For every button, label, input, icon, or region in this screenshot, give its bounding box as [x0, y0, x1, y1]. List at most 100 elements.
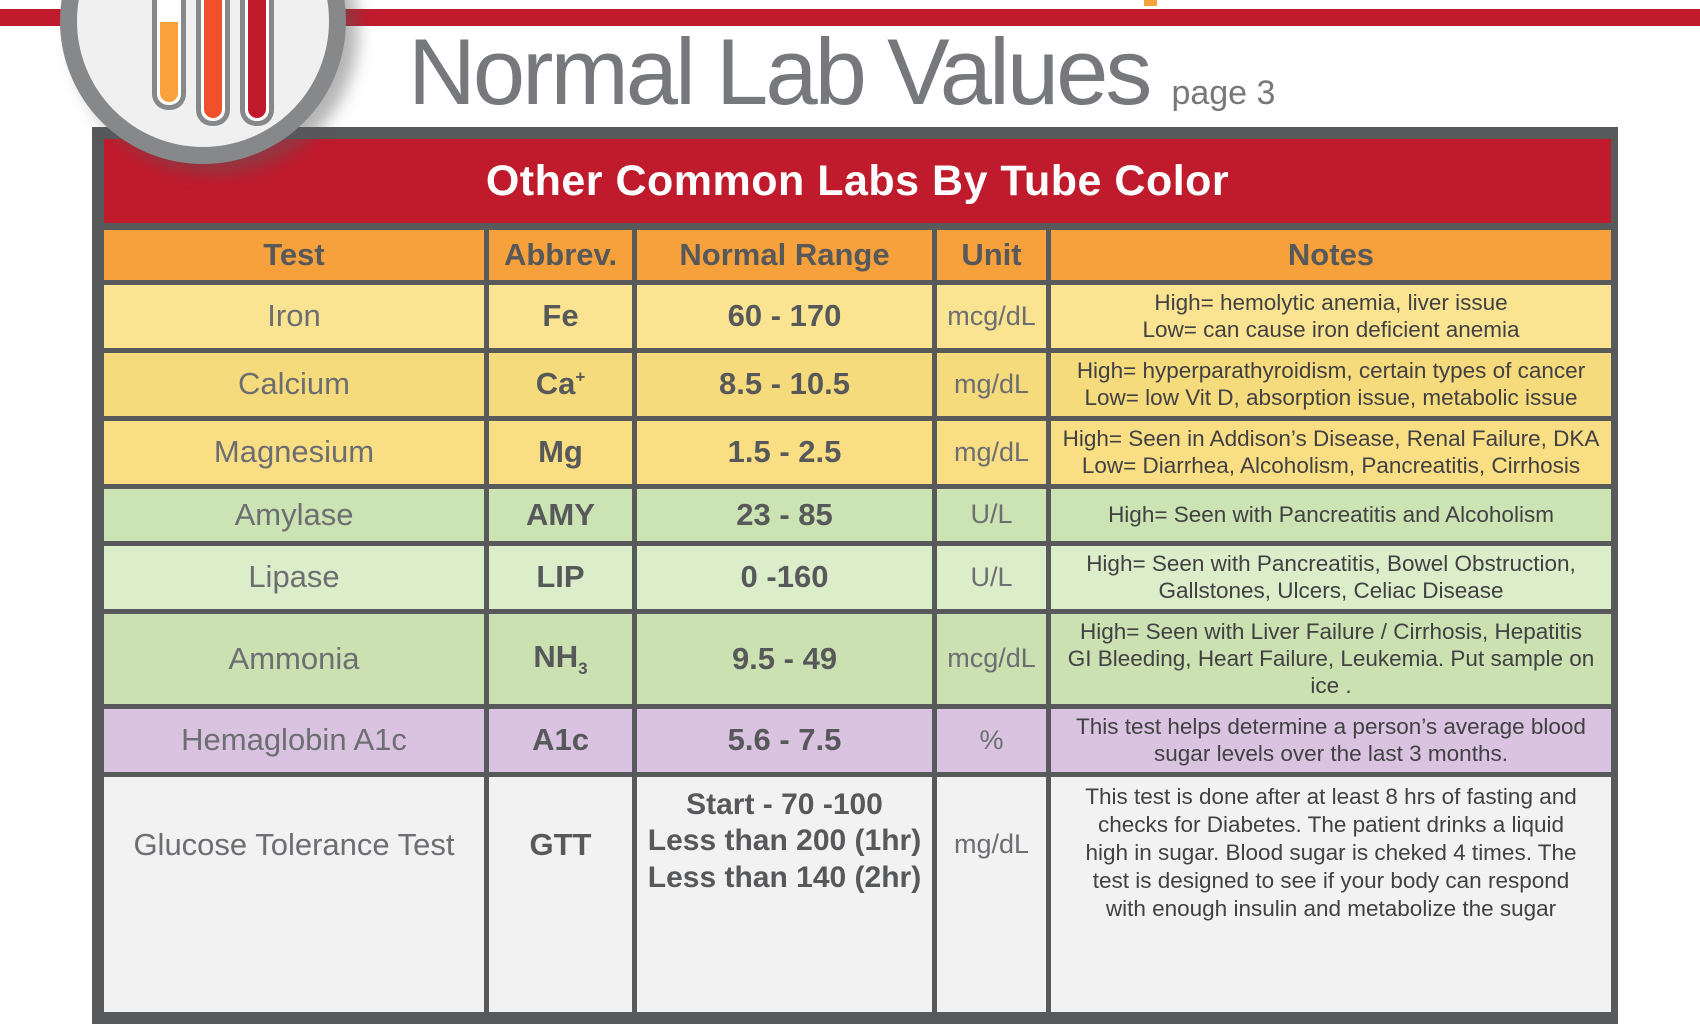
- table-row-ammonia: Ammonia NH3 9.5 - 49 mcg/dL High= Seen w…: [99, 608, 1616, 709]
- test-cell: Magnesium: [99, 415, 489, 489]
- abbrev-text: LIP: [536, 559, 585, 595]
- abbrev-cell: Mg: [484, 415, 637, 489]
- note-line: High= Seen with Liver Failure / Cirrhosi…: [1079, 618, 1583, 644]
- range-line: 5.6 - 7.5: [727, 722, 842, 758]
- unit-cell: mg/dL: [932, 347, 1051, 421]
- note-line: checks for Diabetes. The patient drinks …: [1097, 811, 1565, 837]
- range-line: Less than 200 (1hr): [647, 824, 922, 858]
- note-line: High= hyperparathyroidism, certain types…: [1076, 357, 1586, 383]
- abbrev-cell: Fe: [484, 280, 637, 353]
- notes-cell: High= Seen with Pancreatitis, Bowel Obst…: [1046, 540, 1616, 614]
- column-header-abbrev: Abbrev.: [484, 224, 637, 285]
- abbrev-text: Mg: [538, 434, 583, 470]
- notes-cell: This test is done after at least 8 hrs o…: [1046, 771, 1616, 1017]
- test-cell: Iron: [99, 280, 489, 353]
- top-red-bar: [0, 9, 1700, 26]
- test-tube-orange-red-fill: [204, 0, 222, 118]
- test-cell: Glucose Tolerance Test: [99, 771, 489, 1017]
- abbrev-superscript: +: [575, 367, 586, 387]
- unit-cell: mg/dL: [932, 415, 1051, 489]
- note-line: This test helps determine a person’s ave…: [1076, 713, 1586, 739]
- test-tube-orange-icon: [152, 0, 186, 110]
- range-line: 9.5 - 49: [731, 640, 838, 676]
- range-cell: 5.6 - 7.5: [632, 703, 937, 777]
- range-cell: 9.5 - 49: [632, 608, 937, 709]
- column-header-unit: Unit: [932, 224, 1051, 285]
- note-line: Low= Diarrhea, Alcoholism, Pancreatitis,…: [1081, 453, 1581, 479]
- unit-cell: mcg/dL: [932, 608, 1051, 709]
- table-row-glucose-tolerance-test: Glucose Tolerance Test GTT Start - 70 -1…: [99, 771, 1616, 1017]
- note-line: High= hemolytic anemia, liver issue: [1154, 290, 1508, 315]
- test-tube-red-fill: [248, 0, 266, 118]
- table-banner-row: Other Common Labs By Tube Color: [99, 134, 1616, 230]
- abbrev-cell: A1c: [484, 703, 637, 777]
- note-line: High= Seen in Addison’s Disease, Renal F…: [1062, 425, 1600, 451]
- abbrev-text: GTT: [529, 826, 592, 862]
- table-row-lipase: Lipase LIP 0 -160 U/L High= Seen with Pa…: [99, 540, 1616, 614]
- table-header-row: Test Abbrev. Normal Range Unit Notes: [99, 224, 1616, 285]
- range-line: 0 -160: [740, 559, 829, 595]
- test-cell: Amylase: [99, 483, 489, 546]
- test-cell: Hemaglobin A1c: [99, 703, 489, 777]
- clipped-orange-mark: [1144, 0, 1157, 6]
- test-cell: Lipase: [99, 540, 489, 614]
- table-row-magnesium: Magnesium Mg 1.5 - 2.5 mg/dL High= Seen …: [99, 415, 1616, 489]
- range-cell: 23 - 85: [632, 483, 937, 546]
- unit-cell: mcg/dL: [932, 280, 1051, 353]
- test-tube-red-icon: [240, 0, 274, 126]
- range-line: Start - 70 -100: [686, 787, 883, 821]
- column-header-notes: Notes: [1046, 224, 1616, 285]
- range-cell: 60 - 170: [632, 280, 937, 353]
- range-line: 23 - 85: [736, 496, 833, 532]
- notes-cell: High= Seen with Pancreatitis and Alcohol…: [1046, 483, 1616, 546]
- notes-cell: This test helps determine a person’s ave…: [1046, 703, 1616, 777]
- abbrev-text: NH: [533, 638, 579, 674]
- table-row-iron: Iron Fe 60 - 170 mcg/dL High= hemolytic …: [99, 280, 1616, 353]
- range-cell: Start - 70 -100 Less than 200 (1hr) Less…: [632, 771, 937, 1017]
- note-line: High= Seen with Pancreatitis, Bowel Obst…: [1086, 550, 1576, 576]
- page-number: page 3: [1171, 74, 1276, 112]
- test-cell: Calcium: [99, 347, 489, 421]
- note-line: Low= can cause iron deficient anemia: [1142, 317, 1520, 343]
- note-line: GI Bleeding, Heart Failure, Leukemia. Pu…: [1067, 645, 1595, 699]
- range-line: 1.5 - 2.5: [727, 434, 842, 470]
- abbrev-cell: Ca+: [484, 347, 637, 421]
- abbrev-cell: GTT: [484, 771, 637, 1017]
- test-cell: Ammonia: [99, 608, 489, 709]
- notes-cell: High= Seen in Addison’s Disease, Renal F…: [1046, 415, 1616, 489]
- note-line: High= Seen with Pancreatitis and Alcohol…: [1108, 501, 1554, 527]
- abbrev-cell: LIP: [484, 540, 637, 614]
- table-row-hemaglobin-a1c: Hemaglobin A1c A1c 5.6 - 7.5 % This test…: [99, 703, 1616, 777]
- notes-cell: High= hyperparathyroidism, certain types…: [1046, 347, 1616, 421]
- page-title: Normal Lab Values: [408, 19, 1152, 124]
- range-line: 60 - 170: [727, 298, 842, 334]
- note-line: sugar levels over the last 3 months.: [1154, 741, 1508, 767]
- range-line: Less than 140 (2hr): [647, 860, 922, 894]
- range-cell: 1.5 - 2.5: [632, 415, 937, 489]
- table-banner-title: Other Common Labs By Tube Color: [99, 134, 1616, 230]
- range-cell: 0 -160: [632, 540, 937, 614]
- test-tube-orange-fill: [160, 22, 178, 102]
- unit-cell: %: [932, 703, 1051, 777]
- abbrev-text: A1c: [532, 722, 589, 758]
- column-header-test: Test: [99, 224, 489, 285]
- note-line: Gallstones, Ulcers, Celiac Disease: [1158, 578, 1504, 604]
- page-header: Normal Lab Values page 3: [408, 18, 1275, 126]
- abbrev-cell: AMY: [484, 483, 637, 546]
- unit-cell: U/L: [932, 540, 1051, 614]
- range-cell: 8.5 - 10.5: [632, 347, 937, 421]
- test-tube-orange-red-icon: [196, 0, 230, 126]
- abbrev-text: Ca: [535, 366, 576, 402]
- abbrev-cell: NH3: [484, 608, 637, 709]
- abbrev-text: Fe: [542, 298, 579, 334]
- notes-cell: High= Seen with Liver Failure / Cirrhosi…: [1046, 608, 1616, 709]
- range-line: 8.5 - 10.5: [719, 366, 850, 402]
- note-line: Low= low Vit D, absorption issue, metabo…: [1084, 385, 1578, 411]
- note-line: high in sugar. Blood sugar is cheked 4 t…: [1085, 839, 1577, 865]
- note-line: with enough insulin and metabolize the s…: [1105, 896, 1557, 922]
- note-line: This test is done after at least 8 hrs o…: [1085, 783, 1577, 809]
- unit-cell: mg/dL: [932, 771, 1051, 1017]
- notes-cell: High= hemolytic anemia, liver issue Low=…: [1046, 280, 1616, 353]
- table-row-calcium: Calcium Ca+ 8.5 - 10.5 mg/dL High= hyper…: [99, 347, 1616, 421]
- note-line: test is designed to see if your body can…: [1092, 868, 1570, 894]
